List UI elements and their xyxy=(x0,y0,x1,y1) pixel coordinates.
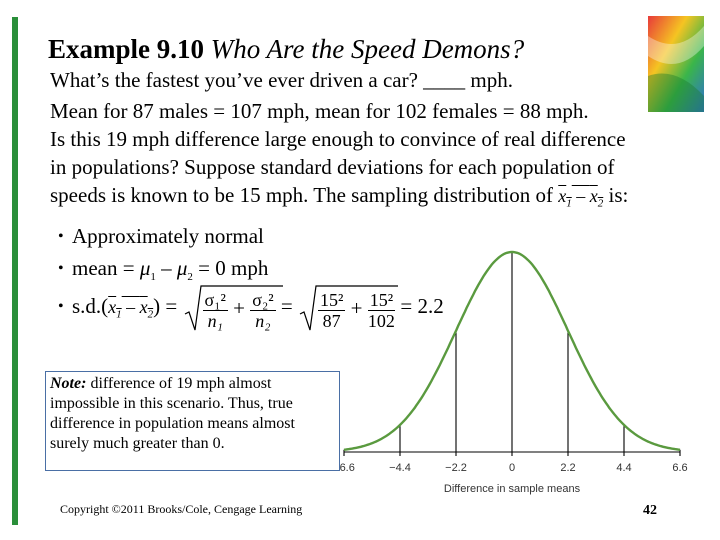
intro-line-1: What’s the fastest you’ve ever driven a … xyxy=(50,68,513,92)
sd-formula-sqrt-1: σ₁² n₁ + σ₂² n₂ xyxy=(183,284,283,332)
x-tick-label: 0 xyxy=(509,462,515,474)
intro-line-5: speeds is known to be 15 mph. The sampli… xyxy=(50,183,629,210)
example-subtitle: Who Are the Speed Demons? xyxy=(210,34,525,64)
example-number: Example 9.10 xyxy=(48,34,205,64)
x-tick-label: 2.2 xyxy=(560,462,575,474)
page-number: 42 xyxy=(643,503,657,518)
accent-bar xyxy=(12,17,18,525)
x-tick-label: −6.6 xyxy=(340,462,355,474)
x-tick-label: −2.2 xyxy=(445,462,467,474)
normal-curve-chart: −6.6 −4.4 −2.2 0 2.2 4.4 6.6 Difference in samp… xyxy=(340,250,688,495)
copyright-text: Copyright ©2011 Brooks/Cole, Cengage Lea… xyxy=(60,502,303,516)
bullet-approx-normal: • Approximately normal xyxy=(58,224,264,248)
intro-line-2: Mean for 87 males = 107 mph, mean for 10… xyxy=(50,99,589,123)
note-box: Note: difference of 19 mph almost imposs… xyxy=(45,371,340,471)
slide-title: Example 9.10 Who Are the Speed Demons? xyxy=(48,34,524,65)
decorative-swirl-art xyxy=(648,16,704,112)
intro-line-4: in populations? Suppose standard deviati… xyxy=(50,155,615,179)
x-tick-label: −4.4 xyxy=(389,462,411,474)
normal-curve-line xyxy=(343,250,681,451)
x-tick-label: 4.4 xyxy=(616,462,631,474)
bullet-sd: • s.d.(x1 – x2) = σ₁² n₁ + σ₂² n₂ = 15² 87 +… xyxy=(58,282,444,339)
x-axis-label: Difference in sample means xyxy=(444,483,581,495)
intro-line-3: Is this 19 mph difference large enough t… xyxy=(50,127,626,151)
bullet-mean: • mean = μ1 – μ2 = 0 mph xyxy=(58,256,269,284)
note-text: difference of 19 mph almost impossible i… xyxy=(50,375,295,452)
sd-formula-sqrt-2: 15² 87 + 15² 102 xyxy=(298,284,398,332)
x-tick-label: 6.6 xyxy=(672,462,687,474)
note-label: Note: xyxy=(50,375,87,392)
xbar-difference: x1 – x2 xyxy=(558,186,604,210)
